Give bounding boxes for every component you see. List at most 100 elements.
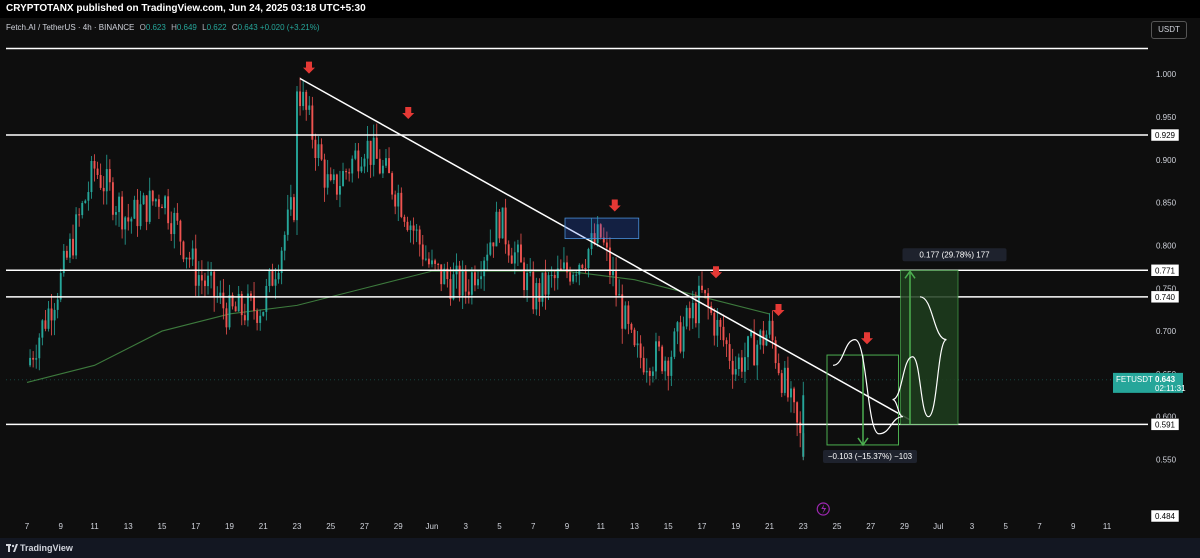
candle-up — [84, 200, 87, 204]
candle-down — [388, 158, 390, 174]
footer-brand[interactable]: TradingView — [20, 543, 73, 553]
candle-down — [507, 244, 510, 256]
candle-up — [38, 337, 41, 359]
candle-down — [179, 220, 182, 242]
tradingview-logo-icon — [6, 544, 18, 552]
candle-up — [756, 344, 759, 366]
candle-down — [569, 272, 572, 282]
candle-down — [375, 137, 378, 159]
candle-down — [65, 250, 68, 258]
candle-down — [523, 262, 525, 291]
x-tick-label: 9 — [59, 522, 64, 531]
symbol-ohlc-line: Fetch.AI / TetherUS · 4h · BINANCE O0.62… — [6, 23, 320, 32]
candle-down — [615, 270, 618, 296]
candle-down — [458, 265, 461, 296]
moving-average-layer — [26, 270, 770, 383]
last-price-countdown: 02:11:31 — [1155, 384, 1186, 393]
candle-down — [292, 197, 295, 221]
price-chart[interactable]: 0.5500.6000.6500.7000.7500.8000.8500.900… — [0, 0, 1200, 538]
candle-down — [777, 363, 780, 374]
candle-up — [790, 388, 792, 398]
x-tick-label: 21 — [259, 522, 268, 531]
candle-down — [474, 272, 476, 286]
candle-up — [461, 271, 464, 296]
candle-up — [210, 271, 213, 276]
candle-down — [127, 217, 130, 222]
candle-up — [118, 196, 120, 213]
x-tick-label: Jul — [933, 522, 943, 531]
candle-down — [194, 248, 197, 286]
candle-up — [737, 357, 740, 370]
candle-down — [50, 308, 53, 321]
candle-down — [250, 293, 252, 296]
x-tick-label: 15 — [158, 522, 167, 531]
close-label: C — [231, 23, 238, 32]
currency-button[interactable]: USDT — [1151, 21, 1187, 39]
candle-down — [369, 140, 372, 165]
candle-up — [133, 199, 136, 219]
candle-down — [510, 255, 513, 264]
down-arrow-icon — [608, 199, 621, 212]
candle-down — [403, 216, 406, 222]
candle-up — [673, 331, 676, 357]
projected-path — [832, 296, 948, 435]
candle-up — [35, 358, 38, 360]
x-tick-label: 15 — [664, 522, 673, 531]
candle-down — [121, 196, 124, 230]
candle-down — [630, 323, 633, 330]
x-tick-label: 27 — [360, 522, 369, 531]
candle-up — [354, 150, 357, 159]
candle-down — [329, 174, 332, 181]
candle-down — [378, 158, 381, 174]
candle-up — [424, 258, 427, 260]
candle-up — [486, 254, 489, 261]
candle-up — [501, 207, 504, 239]
x-tick-label: 23 — [293, 522, 302, 531]
candle-up — [747, 336, 749, 358]
x-tick-label: 19 — [731, 522, 740, 531]
candle-up — [308, 105, 311, 110]
last-price-tag-box — [1113, 372, 1183, 393]
candle-up — [734, 369, 737, 375]
candle-up — [783, 367, 786, 393]
candle-down — [492, 242, 495, 247]
candle-down — [151, 190, 154, 202]
low-label: L — [202, 23, 207, 32]
candle-down — [731, 360, 734, 375]
candle-up — [489, 242, 492, 255]
candle-up — [280, 250, 283, 273]
x-tick-label: 19 — [225, 522, 234, 531]
candle-down — [32, 357, 35, 360]
candle-down — [421, 244, 424, 260]
candle-up — [326, 174, 329, 188]
lightning-icon-glyph — [821, 504, 827, 514]
candle-up — [768, 320, 771, 335]
candle-up — [572, 274, 575, 282]
candle-up — [495, 211, 498, 247]
candle-up — [90, 160, 93, 193]
moving-average-line — [26, 270, 770, 383]
candle-up — [237, 293, 240, 312]
candle-down — [400, 192, 403, 217]
candle-down — [793, 388, 795, 403]
axes-layer: 0.5500.6000.6500.7000.7500.8000.8500.900… — [25, 70, 1177, 531]
candle-down — [200, 275, 203, 281]
y-tick-label: 0.600 — [1156, 413, 1177, 422]
candle-down — [722, 326, 725, 341]
candle-down — [584, 268, 587, 270]
candle-up — [477, 279, 479, 286]
candle-up — [41, 320, 44, 338]
x-tick-label: 17 — [191, 522, 200, 531]
candle-down — [566, 262, 568, 273]
candle-down — [213, 271, 216, 297]
candle-down — [243, 315, 246, 321]
level-tag: 0.591 — [1155, 420, 1176, 429]
symbol-name[interactable]: Fetch.AI / TetherUS · 4h · BINANCE — [6, 23, 135, 32]
x-tick-label: 21 — [765, 522, 774, 531]
candle-down — [406, 221, 409, 231]
target-zone — [900, 269, 959, 425]
x-tick-label: 5 — [1004, 522, 1009, 531]
x-tick-label: 3 — [464, 522, 469, 531]
candle-up — [53, 309, 56, 321]
candle-down — [467, 291, 470, 295]
